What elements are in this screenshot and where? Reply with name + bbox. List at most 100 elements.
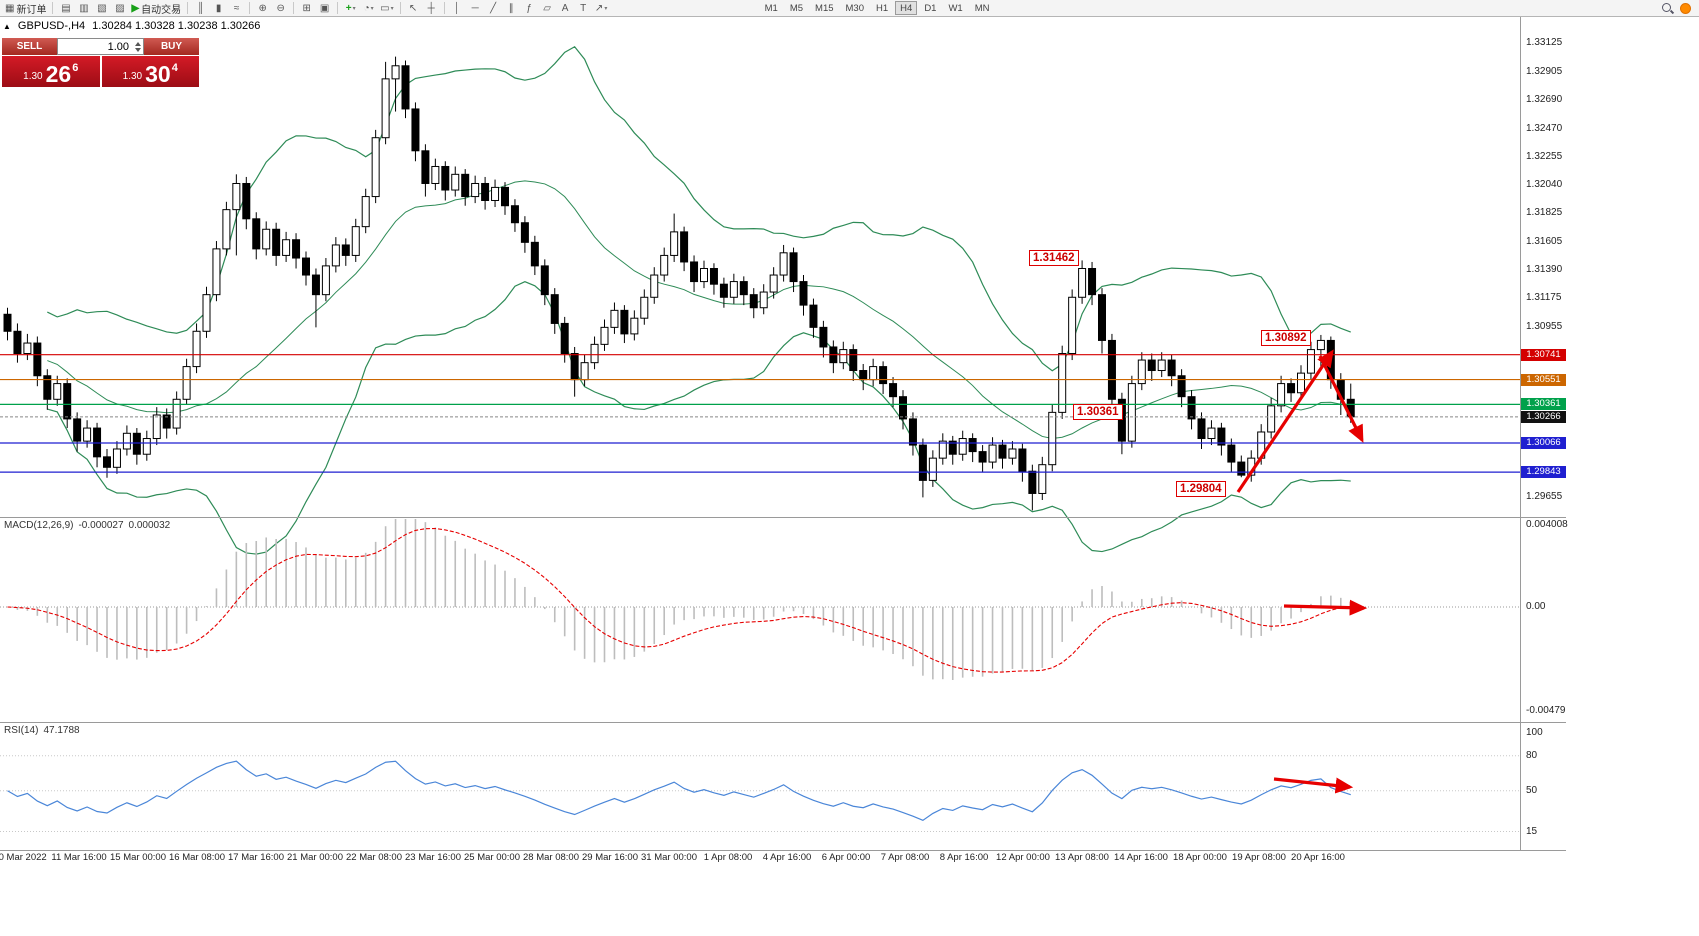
shapes-tool-button[interactable]: ▱	[539, 1, 556, 16]
cursor-tool-button[interactable]: ↖	[405, 1, 422, 16]
candle-body	[530, 241, 539, 267]
candle-body	[918, 444, 927, 481]
toolbar-right-group	[1661, 2, 1691, 15]
candle-body	[1048, 411, 1057, 466]
navigator-button[interactable]: ▧	[93, 1, 110, 16]
timeframe-w1-button[interactable]: W1	[948, 3, 963, 14]
candle-body	[481, 182, 490, 201]
terminal-button[interactable]: ▨	[111, 1, 128, 16]
candle-body	[1147, 359, 1156, 372]
volume-input[interactable]	[58, 40, 132, 53]
notifications-icon[interactable]	[1680, 2, 1691, 14]
cursor-tool-icon: ↖	[408, 2, 418, 14]
bollinger-band-line	[47, 180, 1351, 440]
candle-body	[302, 257, 310, 276]
new-order-button[interactable]: ▦ 新订单	[3, 1, 48, 16]
candle-body	[899, 396, 907, 420]
candle-body	[1197, 418, 1206, 440]
candle-body	[381, 78, 390, 139]
search-icon[interactable]	[1661, 2, 1674, 15]
market-watch-icon: ▤	[61, 2, 71, 14]
candle-body	[152, 414, 161, 440]
rsi-name: RSI(14)	[4, 725, 39, 736]
timeframe-m30-button[interactable]: M30	[845, 3, 864, 14]
candle-body	[162, 414, 171, 429]
channel-tool-button[interactable]: ∥	[503, 1, 520, 16]
candle-body	[510, 205, 519, 224]
trend-arrow[interactable]	[1318, 355, 1364, 443]
fibonacci-tool-button[interactable]: ƒ	[521, 1, 538, 16]
autotrading-button-label: 自动交易	[141, 4, 182, 16]
toolbar-separator	[399, 2, 401, 14]
dropdown-arrow-icon: ▾	[390, 5, 394, 12]
text-tool-button[interactable]: A	[557, 1, 574, 16]
candle-body	[680, 231, 689, 263]
candle-body	[83, 427, 92, 442]
timeframe-m5-button[interactable]: M5	[789, 3, 804, 14]
candle-body	[998, 444, 1007, 459]
market-watch-button[interactable]: ▤	[57, 1, 74, 16]
timeframe-mn-button[interactable]: MN	[974, 3, 990, 14]
line-chart-type-button[interactable]: ≈	[228, 1, 245, 16]
autotrading-button[interactable]: ▶ 自动交易	[129, 1, 183, 16]
candle-body	[43, 375, 52, 400]
timeframe-h4-button[interactable]: H4	[895, 1, 918, 15]
candle-body	[461, 173, 470, 198]
crosshair-tool-button[interactable]: ┼	[423, 1, 440, 16]
bar-chart-type-button[interactable]: ║	[192, 1, 209, 16]
trendline-tool-button[interactable]: ╱	[485, 1, 502, 16]
candle-body	[729, 281, 738, 298]
candle-body	[889, 383, 898, 398]
label-tool-button[interactable]: T	[575, 1, 592, 16]
candle-body	[869, 366, 878, 381]
vertical-line-tool-button[interactable]: │	[449, 1, 466, 16]
candle-body	[600, 326, 609, 345]
zoom-in-icon: ⊕	[258, 2, 267, 14]
candle-body	[1038, 464, 1047, 494]
candle-body	[142, 438, 151, 455]
candle-body	[1028, 470, 1037, 494]
candle-body	[660, 254, 669, 276]
spinner-down-icon[interactable]	[134, 47, 141, 52]
candle-body	[640, 296, 649, 319]
candlestick-chart-type-button[interactable]: ▮	[210, 1, 227, 16]
candle-body	[272, 228, 281, 256]
timeframe-h1-button[interactable]: H1	[876, 3, 889, 14]
symbol-period-label: GBPUSD-,H4	[17, 20, 86, 32]
spinner-up-icon[interactable]	[134, 41, 141, 46]
timeframe-m1-button[interactable]: M1	[764, 3, 778, 14]
cascade-windows-button[interactable]: ▣	[316, 1, 333, 16]
horizontal-line-tool-button[interactable]: ─	[467, 1, 484, 16]
periods-button[interactable]: ◔ ▾	[360, 1, 377, 16]
buy-price-button[interactable]: 1.30 30 4	[101, 56, 199, 87]
trend-arrow[interactable]	[1283, 599, 1368, 616]
templates-button[interactable]: ▭ ▾	[378, 1, 395, 16]
buy-button[interactable]: BUY	[144, 38, 199, 55]
tile-windows-button[interactable]: ⊞	[298, 1, 315, 16]
zoom-in-button[interactable]: ⊕	[254, 1, 271, 16]
sell-button[interactable]: SELL	[2, 38, 57, 55]
candle-body	[222, 209, 231, 250]
arrow-objects-button[interactable]: ↗ ▾	[593, 1, 610, 16]
candle-body	[282, 239, 291, 256]
candle-body	[351, 226, 360, 256]
candle-body	[341, 244, 350, 256]
trend-arrow[interactable]	[1236, 349, 1334, 493]
zoom-out-button[interactable]: ⊖	[272, 1, 289, 16]
volume-spinner	[132, 41, 143, 53]
collapse-panel-icon[interactable]: ▲	[3, 21, 11, 31]
indicators-button[interactable]: + ▾	[342, 1, 359, 16]
zoom-out-icon: ⊖	[276, 2, 285, 14]
timeframe-m15-button[interactable]: M15	[815, 3, 834, 14]
data-window-button[interactable]: ▥	[75, 1, 92, 16]
candle-body	[471, 182, 480, 198]
candle-body	[1117, 398, 1126, 442]
navigator-icon: ▧	[97, 2, 107, 14]
one-click-trading-panel: SELL BUY 1.30 26 6 1.30 30 4	[2, 38, 199, 87]
candle-body	[1306, 349, 1315, 374]
sell-price-button[interactable]: 1.30 26 6	[2, 56, 100, 87]
line-chart-type-icon: ≈	[233, 2, 240, 14]
timeframe-d1-button[interactable]: D1	[924, 3, 937, 14]
trend-arrow[interactable]	[1273, 777, 1354, 794]
